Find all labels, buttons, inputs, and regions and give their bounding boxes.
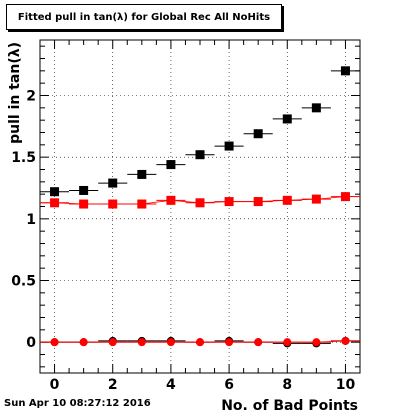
data-point-square	[137, 169, 147, 179]
x-tick-label: 0	[50, 377, 60, 393]
x-tick-label: 6	[224, 377, 234, 393]
data-point-square	[79, 185, 89, 195]
data-point-square	[282, 195, 292, 205]
x-tick-label: 4	[166, 377, 176, 393]
y-axis-label: pull in tan(λ)	[7, 42, 23, 144]
data-point-square	[340, 192, 350, 202]
data-point-square	[195, 198, 205, 208]
data-point-circle	[108, 338, 117, 347]
x-tick-label: 10	[336, 377, 356, 393]
data-point-circle	[137, 338, 146, 347]
axis-ticks	[39, 40, 361, 373]
data-point-square	[224, 197, 234, 207]
y-tick-label: 1.5	[11, 150, 36, 166]
data-point-square	[282, 114, 292, 124]
data-point-square	[79, 199, 89, 209]
y-tick-label: 1	[26, 212, 36, 228]
data-point-square	[311, 103, 321, 113]
data-point-square	[137, 199, 147, 209]
data-point-circle	[283, 338, 292, 347]
data-point-circle	[225, 338, 234, 347]
data-point-square	[108, 178, 118, 188]
tick-labels: 0 2 4 6 8 10 0 0.5 1 1.5 2	[11, 89, 355, 394]
data-point-square	[253, 197, 263, 207]
data-point-circle	[50, 338, 59, 347]
chart-title: Fitted pull in tan(λ) for Global Rec All…	[17, 11, 271, 23]
data-point-circle	[79, 338, 88, 347]
data-point-square	[340, 66, 350, 76]
y-tick-label: 2	[26, 89, 36, 105]
data-point-circle	[196, 338, 204, 347]
data-point-circle	[166, 338, 175, 347]
x-tick-label: 8	[282, 377, 292, 393]
data-point-square	[166, 195, 176, 205]
data-point-square	[50, 187, 60, 197]
data-point-square	[108, 199, 118, 209]
y-tick-label: 0	[26, 335, 36, 351]
data-point-square	[195, 150, 205, 160]
data-point-square	[50, 198, 60, 208]
data-point-circle	[254, 338, 263, 347]
y-tick-label: 0.5	[11, 274, 36, 290]
fit-line	[40, 196, 360, 343]
x-tick-label: 2	[108, 377, 118, 393]
data-marks	[40, 66, 360, 348]
data-point-square	[311, 194, 321, 204]
data-point-circle	[341, 336, 350, 345]
data-point-square	[224, 141, 234, 151]
x-axis-label: No. of Bad Points	[221, 398, 358, 414]
data-point-square	[253, 129, 263, 139]
data-point-square	[166, 160, 176, 170]
data-point-circle	[312, 338, 321, 347]
timestamp-label: Sun Apr 10 08:27:12 2016	[4, 398, 151, 409]
chart-title-box: Fitted pull in tan(λ) for Global Rec All…	[6, 4, 282, 30]
